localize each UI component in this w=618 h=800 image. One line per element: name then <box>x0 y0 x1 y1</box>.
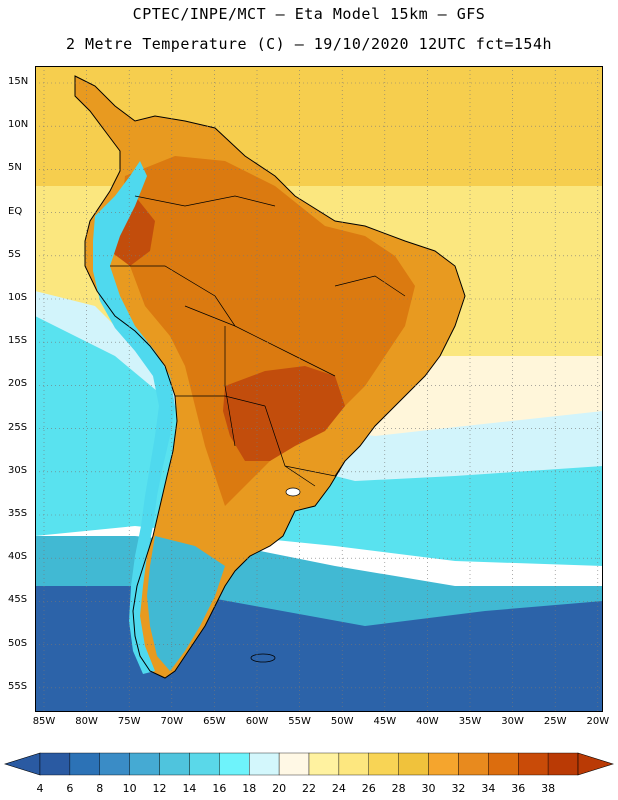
lat-label: 10S <box>8 292 28 303</box>
lon-label: 80W <box>75 716 98 727</box>
lon-label: 25W <box>543 716 567 727</box>
colorbar-swatch <box>39 752 71 776</box>
colorbar-swatch <box>428 752 459 776</box>
land-hottest-core <box>223 366 345 461</box>
lat-label: 30S <box>8 464 28 476</box>
colorbar-swatch <box>99 752 130 776</box>
colorbar-tick-label: 24 <box>331 782 346 795</box>
lat-label: 10N <box>8 119 29 131</box>
colorbar-tick-label: 36 <box>511 782 526 795</box>
lon-label: 30W <box>501 716 524 727</box>
colorbar-swatch <box>129 752 160 776</box>
falkland-islands <box>250 653 276 663</box>
coastline <box>74 75 466 679</box>
colorbar-tick-label: 22 <box>302 782 316 795</box>
lon-label: 85W <box>32 716 56 727</box>
andes-strip <box>93 161 175 674</box>
lon-label: 40W <box>416 716 439 727</box>
temperature-map <box>35 66 603 712</box>
colorbar-swatch <box>249 752 280 776</box>
lon-label: 65W <box>203 716 226 727</box>
colorbar-tick-label: 28 <box>391 782 406 795</box>
colorbar-swatch <box>518 752 549 776</box>
colorbar-tick-label: 4 <box>36 782 44 795</box>
colorbar-tick-label: 30 <box>421 782 436 795</box>
colorbar-swatch <box>458 752 489 776</box>
colorbar-tick-label: 34 <box>481 782 496 795</box>
map-frame <box>35 66 603 712</box>
lat-label: 40S <box>8 551 28 563</box>
colorbar-tick-label: 32 <box>451 782 466 795</box>
lon-label: 70W <box>160 716 184 727</box>
title-line-2: 2 Metre Temperature (C) – 19/10/2020 12U… <box>65 35 553 53</box>
colorbar-swatch <box>69 752 100 776</box>
map-canvas <box>35 66 603 712</box>
colorbar-swatch <box>278 752 310 776</box>
lat-label: 25S <box>8 421 28 433</box>
colorbar-arrow-right <box>577 752 615 776</box>
colorbar-swatch <box>488 752 519 776</box>
colorbar-swatch <box>189 752 220 776</box>
lagoa-dos-patos <box>285 487 301 497</box>
colorbar-swatch <box>308 752 340 776</box>
lon-label: 20W <box>586 716 610 727</box>
lat-label: EQ <box>8 205 23 217</box>
lat-label: 5S <box>8 248 21 260</box>
colorbar <box>3 752 615 776</box>
lat-label: 15S <box>8 335 28 347</box>
lon-label: 60W <box>245 716 269 727</box>
lon-label: 45W <box>373 716 397 727</box>
colorbar-tick-label: 38 <box>541 782 556 795</box>
colorbar-tick-label: 14 <box>182 782 197 795</box>
lat-label: 45S <box>8 594 28 606</box>
colorbar-swatch <box>159 752 190 776</box>
lon-label: 35W <box>458 716 482 727</box>
colorbar-tick-label: 26 <box>361 782 376 795</box>
lat-label: 35S <box>8 508 28 519</box>
lon-label: 50W <box>330 716 354 727</box>
colorbar-swatch <box>338 752 369 776</box>
title-line-1: CPTEC/INPE/MCT – Eta Model 15km – GFS <box>132 5 486 23</box>
lat-label: 20S <box>8 378 28 390</box>
colorbar-swatch <box>219 752 250 776</box>
lat-label: 55S <box>8 680 28 692</box>
lon-label: 55W <box>288 716 311 727</box>
colorbar-swatch <box>547 752 579 776</box>
colorbar-tick-label: 18 <box>242 782 257 795</box>
colorbar-tick-label: 8 <box>96 782 104 795</box>
country-borders <box>110 195 406 487</box>
colorbar-swatch <box>368 752 399 776</box>
colorbar-tick-label: 12 <box>152 782 167 795</box>
colorbar-tick-label: 20 <box>272 782 287 795</box>
colorbar-arrow-left <box>3 752 41 776</box>
patagonia <box>147 536 225 671</box>
lat-lon-grid <box>35 66 603 712</box>
lat-label: 15N <box>8 76 29 87</box>
lat-label: 5N <box>8 162 22 174</box>
colorbar-tick-label: 16 <box>212 782 227 795</box>
colorbar-tick-label: 10 <box>122 782 137 795</box>
lon-label: 75W <box>117 716 141 727</box>
colorbar-tick-label: 6 <box>66 782 74 795</box>
colorbar-swatch <box>398 752 429 776</box>
land-hot-core <box>120 156 415 506</box>
lat-label: 50S <box>8 637 28 649</box>
